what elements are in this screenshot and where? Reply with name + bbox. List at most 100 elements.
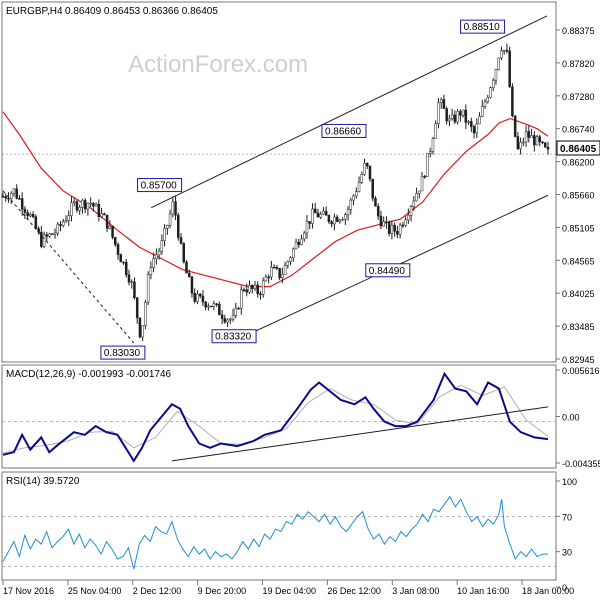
candle-body	[516, 136, 520, 150]
candle-body	[234, 307, 238, 316]
candle-body	[185, 261, 188, 274]
candle-body	[467, 121, 470, 123]
candle	[166, 224, 169, 235]
candle	[40, 225, 43, 249]
candle-body	[426, 152, 429, 177]
candle-body	[445, 108, 448, 122]
candle-body	[64, 220, 68, 223]
candle-body	[229, 318, 232, 321]
candle-body	[341, 219, 344, 221]
annotation-box	[321, 123, 367, 138]
candle-body	[179, 237, 183, 244]
candle	[204, 300, 207, 311]
candle-body	[237, 307, 240, 310]
candle-body	[327, 215, 331, 222]
candle-body	[160, 240, 164, 252]
time-axis-label: 9 Dec 20:00	[198, 586, 247, 596]
candle	[404, 216, 407, 228]
candle-body	[245, 289, 248, 293]
candle	[163, 224, 166, 247]
candle	[105, 214, 109, 232]
candle	[272, 264, 276, 269]
macd-axis-tick-label: -0.004355	[562, 459, 600, 469]
candle-body	[259, 293, 262, 296]
candle-body	[423, 175, 427, 178]
time-axis-label: 3 Jan 08:00	[392, 586, 439, 596]
candle	[152, 252, 155, 273]
candle-body	[319, 213, 322, 218]
annotation-box	[100, 345, 146, 360]
candle	[231, 308, 235, 322]
candle-body	[105, 214, 109, 229]
candle-body	[420, 175, 424, 192]
candle	[382, 216, 385, 227]
candle	[420, 171, 424, 192]
candle-body	[538, 136, 542, 143]
annotation-label: 0.85700	[141, 181, 178, 192]
candle-body	[92, 202, 95, 207]
macd-axis-tick-label: 0.00	[562, 413, 580, 423]
candle	[335, 214, 339, 223]
candle	[281, 267, 284, 284]
candle-body	[215, 303, 218, 306]
candle-body	[138, 317, 142, 338]
watermark: ActionForex.com	[128, 51, 308, 78]
candle-body	[149, 267, 153, 276]
chart-ohlc: 0.86409 0.86453 0.86366 0.86405	[65, 6, 218, 17]
candle	[9, 191, 13, 205]
candle	[333, 213, 336, 231]
candle	[475, 118, 479, 139]
candle	[223, 314, 227, 324]
candle-body	[248, 285, 251, 293]
candle	[83, 197, 87, 213]
candle	[344, 212, 347, 225]
candle-body	[511, 86, 514, 117]
candle	[346, 206, 350, 221]
candle	[226, 318, 229, 327]
price-axis-tick-label: 0.87280	[562, 92, 595, 102]
time-axis-label: 26 Dec 12:00	[327, 586, 381, 596]
candle-body	[374, 198, 377, 207]
candle	[385, 216, 388, 229]
candle-body	[437, 102, 440, 124]
candle	[212, 300, 216, 311]
candle-body	[231, 314, 235, 320]
candle	[242, 287, 246, 292]
candle	[201, 289, 205, 306]
candle-body	[415, 193, 418, 202]
candle	[119, 253, 123, 263]
candle-body	[250, 285, 254, 290]
candle-body	[483, 101, 487, 107]
candle	[390, 220, 394, 240]
price-axis-tick-label: 0.82945	[562, 355, 595, 365]
candle-body	[281, 274, 284, 279]
candle-body	[349, 199, 353, 210]
annotation-label: 0.86660	[325, 126, 362, 137]
candle-body	[198, 293, 202, 297]
candle-body	[4, 196, 7, 199]
candle	[470, 117, 473, 133]
candle	[428, 147, 432, 158]
candle-body	[34, 216, 38, 229]
candle	[64, 215, 68, 223]
candle	[418, 190, 421, 199]
candle-body	[475, 123, 479, 134]
candle	[355, 187, 358, 199]
candle-body	[352, 195, 355, 201]
candle	[297, 238, 301, 248]
candle	[193, 288, 196, 304]
candle-body	[141, 325, 144, 338]
candle	[387, 220, 391, 237]
candle	[234, 302, 238, 319]
candle	[29, 212, 32, 218]
candle	[519, 137, 522, 155]
candle	[341, 217, 344, 221]
candle-body	[196, 293, 199, 302]
candle	[160, 234, 164, 255]
candle	[1, 192, 5, 198]
candle-body	[355, 191, 358, 197]
candle	[303, 230, 306, 242]
rsi-axis-tick-label: 100	[562, 477, 577, 487]
candle	[103, 212, 106, 216]
candle	[42, 231, 46, 249]
